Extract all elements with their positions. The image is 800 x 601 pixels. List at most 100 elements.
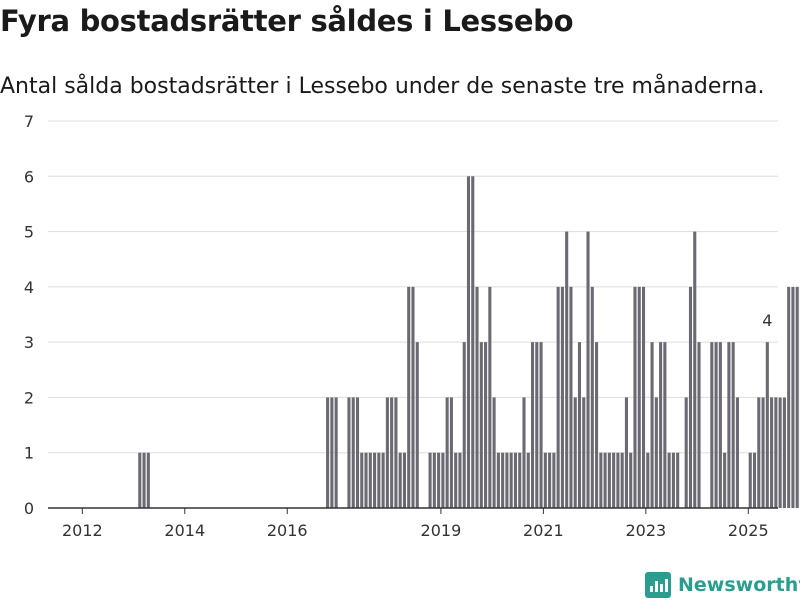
bar — [480, 342, 483, 508]
bar — [437, 453, 440, 508]
bar — [143, 453, 146, 508]
bar — [787, 287, 790, 508]
bar — [578, 342, 581, 508]
y-tick-label: 7 — [24, 112, 34, 131]
bar — [574, 397, 577, 508]
bar — [791, 287, 794, 508]
bar — [497, 453, 500, 508]
bar — [608, 453, 611, 508]
bar — [522, 397, 525, 508]
x-tick-label: 2012 — [62, 521, 103, 540]
bar — [360, 453, 363, 508]
bar — [633, 287, 636, 508]
bar — [514, 453, 517, 508]
bar — [612, 453, 615, 508]
bar — [535, 342, 538, 508]
bar — [446, 397, 449, 508]
bar — [659, 342, 662, 508]
bar — [450, 397, 453, 508]
bar — [471, 176, 474, 508]
bar — [531, 342, 534, 508]
y-tick-label: 6 — [24, 167, 34, 186]
bar — [625, 397, 628, 508]
bar — [488, 287, 491, 508]
bar — [595, 342, 598, 508]
bar — [565, 232, 568, 508]
bar — [386, 397, 389, 508]
bar — [416, 342, 419, 508]
bar — [356, 397, 359, 508]
bar — [715, 342, 718, 508]
bar — [766, 342, 769, 508]
bar — [557, 287, 560, 508]
x-tick-label: 2023 — [625, 521, 666, 540]
bar — [501, 453, 504, 508]
bar — [458, 453, 461, 508]
bar — [638, 287, 641, 508]
bar — [569, 287, 572, 508]
x-tick-label: 2025 — [728, 521, 769, 540]
bar — [552, 453, 555, 508]
bar — [697, 342, 700, 508]
bar — [548, 453, 551, 508]
bar — [732, 342, 735, 508]
bar — [463, 342, 466, 508]
newsworthy-logo-icon — [645, 572, 671, 598]
bar — [689, 287, 692, 508]
bar — [330, 397, 333, 508]
bar — [347, 397, 350, 508]
bar — [399, 453, 402, 508]
bar — [655, 397, 658, 508]
bar — [719, 342, 722, 508]
bar — [616, 453, 619, 508]
bar — [484, 342, 487, 508]
bar — [352, 397, 355, 508]
bar — [783, 397, 786, 508]
bar — [663, 342, 666, 508]
bar — [770, 397, 773, 508]
bar — [757, 397, 760, 508]
y-tick-label: 1 — [24, 444, 34, 463]
bar — [710, 342, 713, 508]
bar — [693, 232, 696, 508]
bar — [493, 397, 496, 508]
bar — [646, 453, 649, 508]
bar — [561, 287, 564, 508]
bar — [544, 453, 547, 508]
bar — [749, 453, 752, 508]
bar — [364, 453, 367, 508]
bar — [540, 342, 543, 508]
bar — [369, 453, 372, 508]
bar — [651, 342, 654, 508]
bar — [505, 453, 508, 508]
bar — [599, 453, 602, 508]
bar — [796, 287, 799, 508]
data-label: 4 — [762, 311, 772, 330]
bar — [762, 397, 765, 508]
bar — [394, 397, 397, 508]
bar — [475, 287, 478, 508]
x-tick-label: 2021 — [523, 521, 564, 540]
y-tick-label: 3 — [24, 333, 34, 352]
bar — [467, 176, 470, 508]
bar — [407, 287, 410, 508]
bar — [672, 453, 675, 508]
bar — [629, 453, 632, 508]
bar — [642, 287, 645, 508]
newsworthy-logo-text: Newsworthy — [678, 574, 800, 596]
bar — [403, 453, 406, 508]
bar — [147, 453, 150, 508]
x-tick-label: 2019 — [421, 521, 462, 540]
bar — [621, 453, 624, 508]
bar — [604, 453, 607, 508]
bar — [373, 453, 376, 508]
bar — [527, 453, 530, 508]
bar — [429, 453, 432, 508]
bar — [586, 232, 589, 508]
bar — [382, 453, 385, 508]
bar — [377, 453, 380, 508]
bar — [723, 453, 726, 508]
bar — [433, 453, 436, 508]
bar — [454, 453, 457, 508]
